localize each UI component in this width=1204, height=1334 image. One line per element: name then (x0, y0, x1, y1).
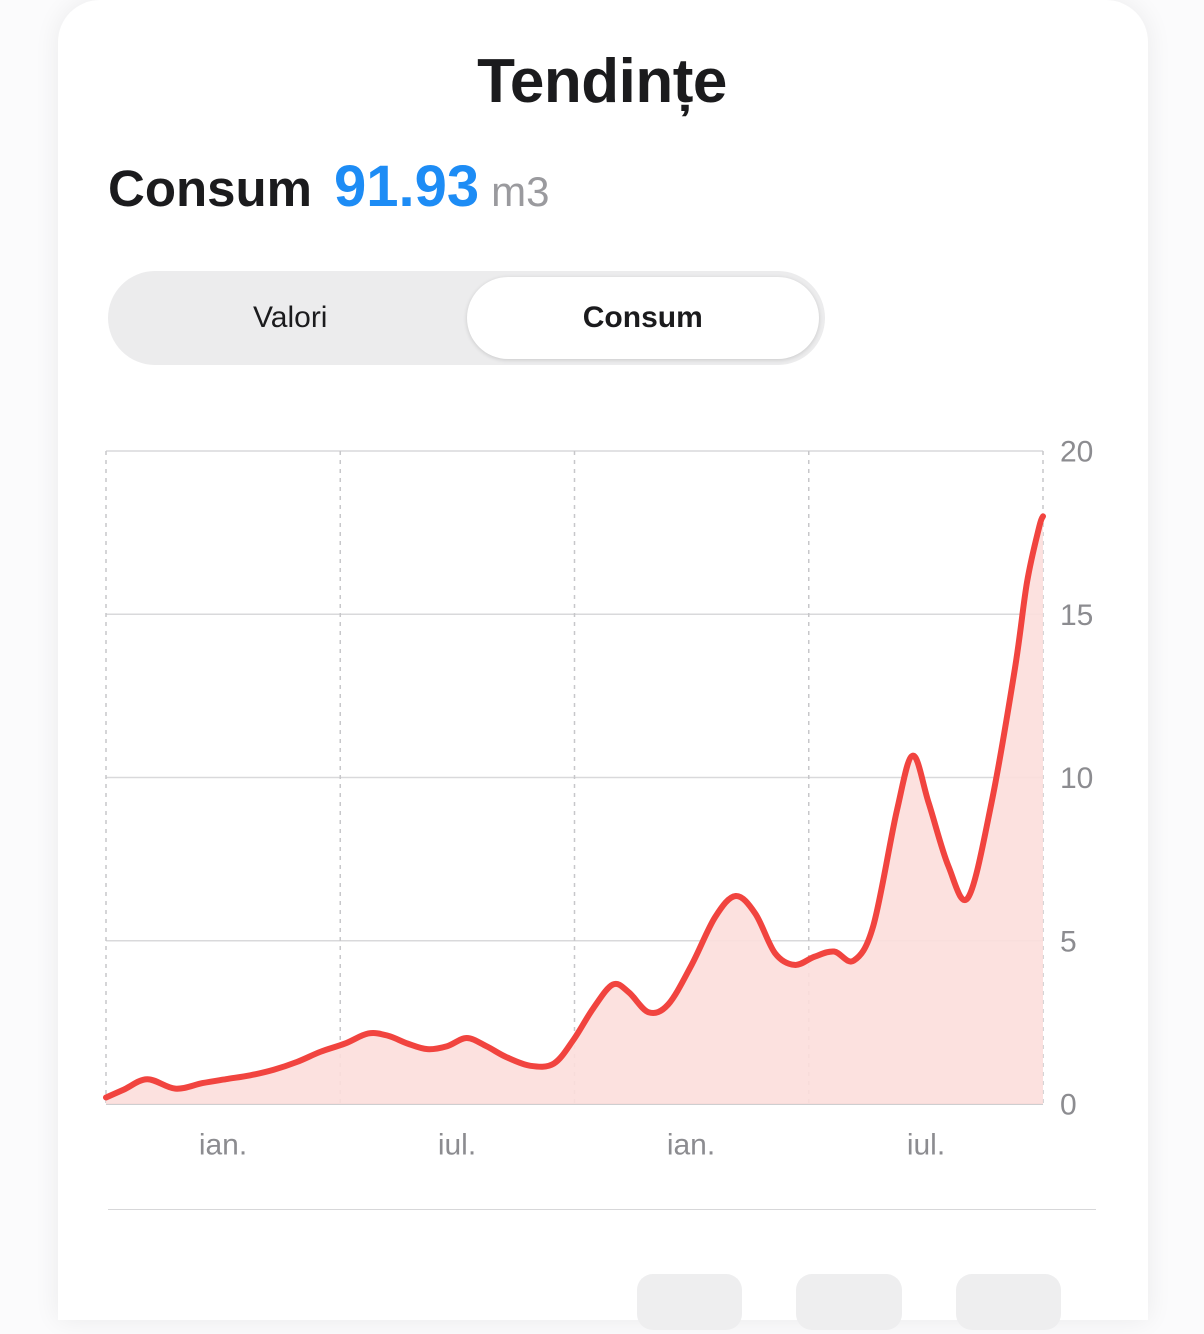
svg-text:iul.: iul. (438, 1129, 476, 1162)
svg-text:15: 15 (1060, 599, 1093, 632)
svg-text:5: 5 (1060, 925, 1077, 958)
svg-text:iul.: iul. (907, 1129, 945, 1162)
svg-text:0: 0 (1060, 1089, 1077, 1122)
svg-text:ian.: ian. (667, 1129, 715, 1162)
svg-text:10: 10 (1060, 762, 1093, 795)
svg-text:20: 20 (1060, 436, 1093, 469)
svg-text:ian.: ian. (199, 1129, 247, 1162)
